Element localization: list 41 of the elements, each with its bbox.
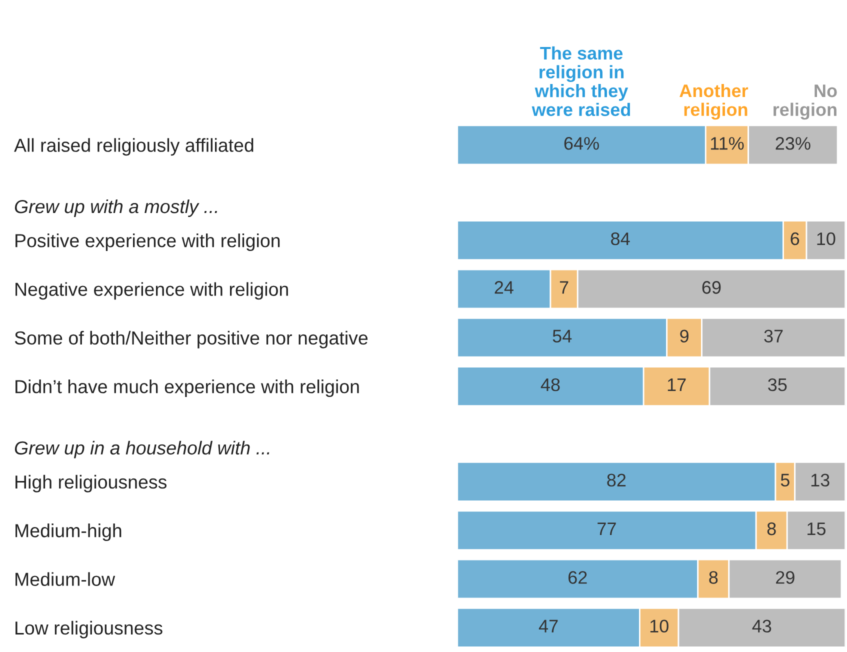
- data-label: 35: [768, 378, 787, 392]
- y-tick-label: Low religiousness: [16, 620, 162, 638]
- data-label: 5: [780, 474, 790, 487]
- data-label: 77: [598, 522, 616, 536]
- y-tick-label: Positive experience with religion: [16, 234, 280, 252]
- data-label: 84: [611, 232, 630, 246]
- data-label: 7: [560, 281, 568, 294]
- data-label: 17: [668, 378, 686, 391]
- y-tick-label: All raised religiously affiliated: [14, 138, 254, 156]
- data-label: 48: [540, 378, 560, 392]
- data-label: 15: [808, 522, 826, 536]
- data-label: 69: [702, 281, 721, 294]
- data-label: 6: [790, 232, 800, 246]
- data-label: 43: [752, 620, 772, 633]
- data-label: 37: [764, 330, 783, 342]
- series-label: No religion: [774, 84, 837, 120]
- data-label: 64%: [564, 137, 599, 150]
- data-label: 54: [552, 330, 572, 342]
- data-label: 62: [568, 571, 587, 584]
- y-tick-label: Didn’t have much experience with religion: [16, 380, 359, 397]
- series-label: Another religion: [680, 84, 748, 120]
- data-label: 82: [607, 474, 626, 487]
- y-tick-label: Grew up with a mostly ...: [14, 199, 217, 217]
- data-label: 24: [494, 281, 514, 294]
- y-tick-label: Medium-low: [16, 572, 116, 586]
- data-label: 13: [811, 474, 830, 487]
- data-label: 9: [680, 330, 688, 342]
- data-label: 11%: [710, 137, 744, 150]
- data-label: 10: [817, 232, 836, 246]
- y-tick-label: High religiousness: [16, 474, 167, 492]
- data-label: 29: [776, 571, 794, 584]
- data-label: 47: [538, 620, 558, 632]
- y-tick-label: Negative experience with religion: [16, 282, 288, 300]
- series-label: The same religion in which they were raised: [532, 46, 630, 116]
- y-tick-label: Grew up in a household with ...: [14, 440, 270, 458]
- y-tick-label: Medium-high: [16, 524, 122, 542]
- data-label: 10: [650, 620, 668, 633]
- data-label: 23%: [776, 137, 810, 150]
- data-label: 8: [709, 571, 718, 584]
- y-tick-label: Some of both/Neither positive nor negative: [14, 330, 368, 348]
- data-label: 8: [767, 522, 776, 536]
